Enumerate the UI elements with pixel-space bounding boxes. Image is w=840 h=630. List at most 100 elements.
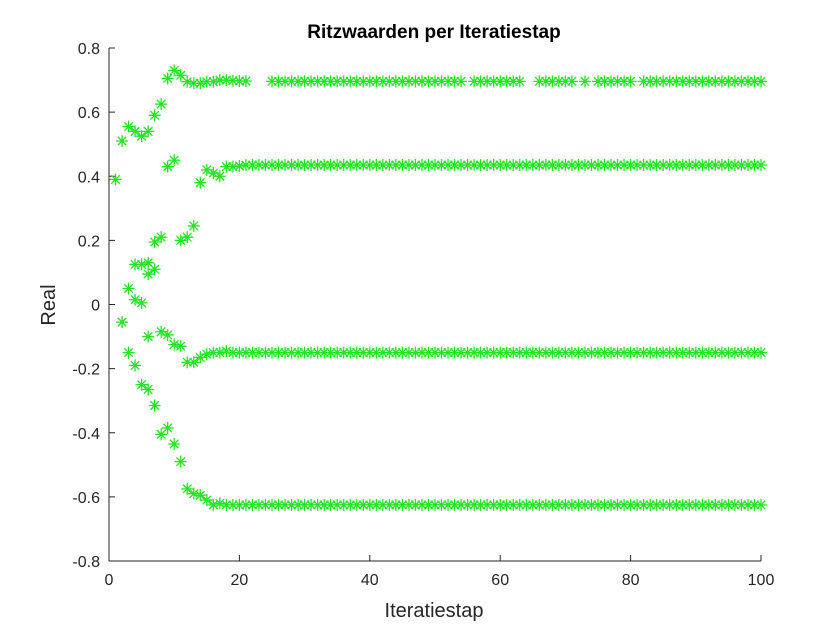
- data-point: [592, 75, 604, 88]
- data-point: [376, 346, 389, 359]
- data-point: [487, 159, 500, 172]
- data-point: [415, 346, 428, 359]
- data-point: [239, 159, 252, 172]
- data-point: [448, 498, 461, 511]
- data-point: [468, 346, 481, 359]
- data-point: [513, 159, 526, 172]
- data-point: [383, 75, 396, 88]
- data-point: [559, 75, 572, 88]
- x-tick-label: 60: [491, 572, 509, 589]
- data-point: [598, 75, 611, 88]
- data-point: [546, 159, 559, 172]
- data-point: [689, 498, 702, 511]
- data-point: [435, 75, 448, 88]
- data-point: [507, 159, 520, 172]
- data-point: [200, 163, 213, 176]
- data-point: [624, 75, 637, 88]
- data-point: [442, 75, 455, 88]
- data-point: [546, 346, 559, 359]
- data-point: [305, 346, 318, 359]
- data-point: [455, 159, 468, 172]
- data-point: [683, 346, 696, 359]
- data-point: [272, 159, 285, 172]
- data-point: [376, 75, 389, 88]
- data-point: [429, 498, 441, 511]
- data-point: [402, 159, 415, 172]
- data-point: [709, 346, 722, 359]
- data-point: [292, 346, 305, 359]
- data-point: [618, 159, 631, 172]
- data-point: [468, 498, 481, 511]
- data-point: [637, 159, 650, 172]
- data-point: [226, 498, 239, 511]
- data-point: [311, 75, 324, 88]
- data-point: [246, 159, 259, 172]
- data-points: [109, 64, 767, 511]
- data-point: [670, 159, 683, 172]
- data-point: [605, 498, 618, 511]
- data-point: [618, 498, 631, 511]
- data-point: [442, 498, 455, 511]
- data-point: [487, 75, 500, 88]
- data-point: [422, 75, 435, 88]
- data-point: [644, 346, 657, 359]
- data-point: [383, 346, 396, 359]
- data-point: [363, 75, 376, 88]
- data-point: [409, 75, 422, 88]
- data-point: [246, 346, 259, 359]
- data-point: [735, 159, 748, 172]
- data-point: [357, 159, 370, 172]
- data-point: [318, 75, 331, 88]
- data-point: [311, 159, 324, 172]
- data-point: [500, 75, 513, 88]
- data-point: [161, 160, 174, 173]
- data-point: [689, 159, 702, 172]
- data-point: [155, 231, 168, 244]
- y-tick-label: 0.2: [78, 233, 100, 250]
- data-point: [683, 159, 696, 172]
- data-point: [266, 346, 278, 359]
- data-point: [455, 498, 468, 511]
- data-point: [305, 159, 318, 172]
- data-point: [168, 437, 181, 450]
- data-point: [500, 346, 513, 359]
- data-point: [513, 346, 526, 359]
- data-point: [272, 498, 285, 511]
- data-point: [239, 346, 252, 359]
- y-ticks: -0.8 -0.6 -0.4 -0.2 0 0.2 0.4 0.6 0.8: [72, 41, 115, 571]
- data-point: [116, 316, 129, 329]
- data-point: [533, 498, 546, 511]
- data-point: [598, 159, 611, 172]
- data-point: [676, 498, 689, 511]
- data-point: [376, 159, 389, 172]
- data-point: [507, 75, 520, 88]
- data-point: [298, 75, 311, 88]
- data-point: [565, 346, 578, 359]
- data-point: [481, 498, 494, 511]
- data-point: [285, 498, 298, 511]
- data-point: [207, 167, 220, 180]
- data-point: [226, 74, 239, 87]
- data-point: [461, 498, 474, 511]
- data-point: [213, 74, 226, 87]
- data-point: [624, 346, 637, 359]
- data-point: [578, 159, 591, 172]
- data-point: [435, 346, 448, 359]
- data-point: [689, 346, 702, 359]
- data-point: [174, 455, 187, 468]
- data-point: [389, 498, 402, 511]
- data-point: [168, 338, 181, 351]
- data-point: [129, 359, 142, 372]
- data-point: [526, 498, 539, 511]
- data-point: [168, 64, 181, 77]
- data-point: [155, 325, 168, 338]
- data-point: [709, 75, 722, 88]
- data-point: [285, 75, 298, 88]
- data-point: [344, 346, 357, 359]
- data-point: [135, 258, 148, 271]
- data-point: [305, 75, 318, 88]
- data-point: [396, 346, 409, 359]
- data-point: [129, 293, 142, 306]
- data-point: [194, 489, 207, 502]
- data-point: [324, 75, 337, 88]
